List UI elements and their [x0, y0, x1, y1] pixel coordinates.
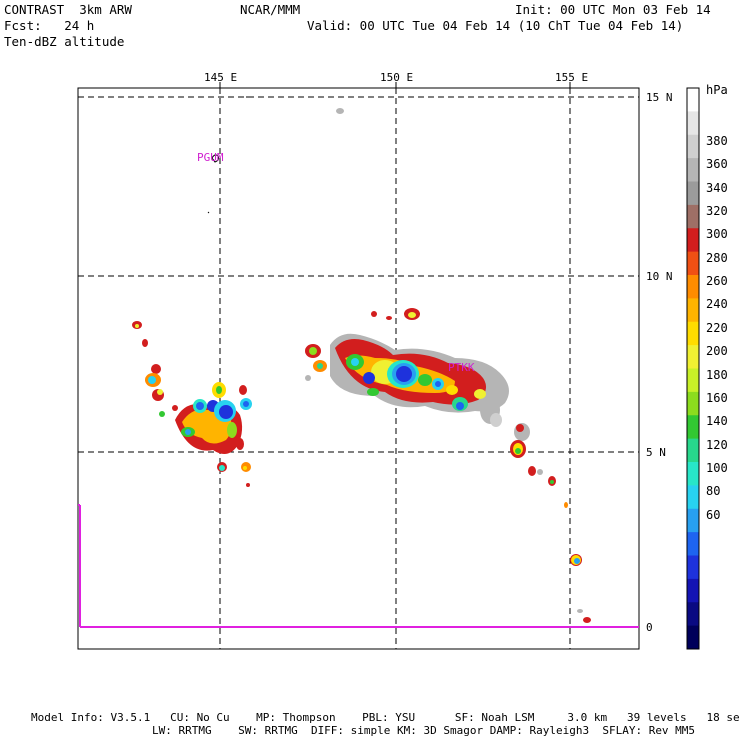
forecast-hour: Fcst: 24 h	[4, 18, 95, 33]
colorbar	[686, 87, 700, 650]
colorbar-swatch	[687, 204, 699, 229]
colorbar-swatch	[687, 134, 699, 159]
model-info-line1: Model Info: V3.5.1 CU: No Cu MP: Thompso…	[31, 711, 740, 724]
lon-label-150: 150 E	[380, 71, 414, 84]
colorbar-swatch	[687, 251, 699, 276]
valid-time: Valid: 00 UTC Tue 04 Feb 14 (10 ChT Tue …	[307, 18, 684, 33]
map-frame	[77, 87, 640, 650]
colorbar-unit: hPa	[706, 83, 728, 97]
colorbar-label: 120	[706, 437, 728, 452]
colorbar-label: 320	[706, 203, 728, 218]
lon-label-155: 155 E	[555, 71, 589, 84]
lat-label-0: 0	[646, 621, 653, 634]
colorbar-swatch	[687, 158, 699, 182]
model-title: CONTRAST 3km ARW	[4, 2, 132, 17]
colorbar-swatch	[687, 602, 699, 627]
colorbar-label: 100	[706, 461, 728, 475]
colorbar-label: 180	[706, 367, 728, 382]
colorbar-swatch	[687, 88, 699, 112]
colorbar-label: 80	[706, 484, 721, 499]
institution: NCAR/MMM	[240, 2, 301, 17]
colorbar-swatch	[687, 508, 699, 533]
colorbar-label: 340	[706, 180, 728, 195]
colorbar-swatch	[687, 555, 699, 580]
lat-label-15: 15 N	[646, 91, 673, 104]
field-name: Ten-dBZ altitude	[4, 34, 125, 49]
colorbar-swatch	[687, 391, 699, 416]
cell-cluster-east	[510, 423, 591, 623]
colorbar-swatch	[687, 321, 699, 346]
colorbar-swatch	[687, 275, 699, 299]
island-outlines	[207, 96, 249, 214]
colorbar-label: 380	[706, 133, 728, 148]
cell-cluster-west	[132, 321, 252, 487]
colorbar-swatch	[687, 298, 699, 323]
lon-label-145: 145 E	[204, 71, 238, 84]
colorbar-swatch	[687, 415, 699, 440]
colorbar-swatch	[687, 485, 699, 510]
equator-boundary	[78, 504, 639, 628]
station-label-ptkk: PTKK	[448, 361, 475, 374]
colorbar-swatch	[687, 228, 699, 253]
init-time: Init: 00 UTC Mon 03 Feb 14	[515, 2, 711, 17]
colorbar-label: 300	[706, 227, 728, 242]
colorbar-swatch	[687, 111, 699, 136]
colorbar-swatch	[687, 462, 699, 486]
colorbar-swatch	[687, 345, 699, 369]
colorbar-label: 260	[706, 274, 728, 288]
radar-cells	[132, 108, 591, 623]
colorbar-label: 60	[706, 507, 721, 522]
colorbar-label: 160	[706, 390, 728, 405]
colorbar-swatch	[687, 438, 699, 463]
colorbar-swatch	[687, 625, 699, 650]
colorbar-label: 360	[706, 157, 728, 172]
colorbar-frame	[686, 87, 700, 650]
colorbar-swatch	[687, 368, 699, 393]
colorbar-label: 240	[706, 297, 728, 312]
colorbar-label: 220	[706, 320, 728, 335]
colorbar-label: 200	[706, 344, 728, 359]
top-ticks	[219, 82, 571, 88]
model-info-line2: LW: RRTMG SW: RRTMG DIFF: simple KM: 3D …	[152, 724, 696, 737]
cell-cluster-central	[305, 308, 509, 427]
colorbar-swatch	[687, 532, 699, 556]
lat-label-10: 10 N	[646, 270, 673, 283]
colorbar-label: 140	[706, 414, 728, 429]
colorbar-swatch	[687, 181, 699, 206]
colorbar-swatch	[687, 578, 699, 603]
colorbar-label: 280	[706, 250, 728, 265]
station-label-pgum: PGUM	[197, 151, 224, 164]
lat-label-5: 5 N	[646, 446, 666, 459]
